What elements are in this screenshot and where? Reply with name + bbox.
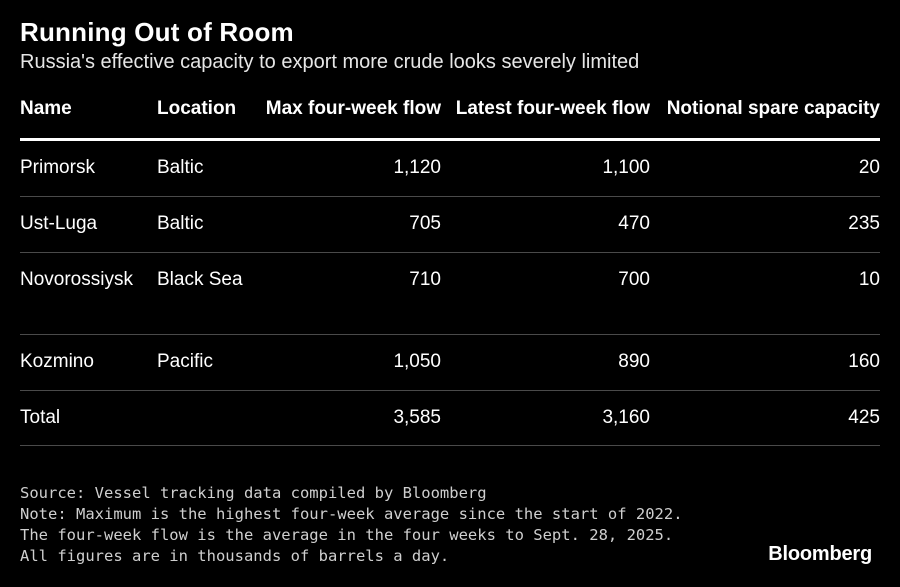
cell-name: Kozmino — [20, 334, 157, 391]
column-header-latest-flow: Latest four-week flow — [441, 96, 650, 141]
cell-max-flow: 3,585 — [257, 390, 441, 446]
cell-location: Pacific — [157, 334, 257, 391]
chart-title: Running Out of Room — [20, 17, 294, 47]
table-row: Kozmino Pacific 1,050 890 160 — [20, 334, 880, 391]
bloomberg-logo: Bloomberg — [768, 543, 872, 565]
cell-location: Baltic — [157, 139, 257, 197]
cell-name: Novorossiysk — [20, 252, 157, 335]
cell-spare-capacity: 20 — [650, 139, 880, 197]
cell-max-flow: 1,120 — [257, 139, 441, 197]
cell-name: Ust-Luga — [20, 196, 157, 253]
cell-latest-flow: 3,160 — [441, 390, 650, 446]
cell-name: Total — [20, 390, 157, 446]
cell-spare-capacity: 160 — [650, 334, 880, 391]
cell-spare-capacity: 235 — [650, 196, 880, 253]
cell-location: Baltic — [157, 196, 257, 253]
chart-subtitle: Russia's effective capacity to export mo… — [20, 51, 640, 73]
table-row: Primorsk Baltic 1,120 1,100 20 — [20, 139, 880, 197]
cell-latest-flow: 1,100 — [441, 139, 650, 197]
table-row: Novorossiysk Black Sea 710 700 10 — [20, 252, 880, 335]
cell-spare-capacity: 10 — [650, 252, 880, 335]
cell-max-flow: 710 — [257, 252, 441, 335]
cell-spare-capacity: 425 — [650, 390, 880, 446]
methodology-note: Note: Maximum is the highest four-week a… — [20, 505, 683, 565]
column-header-spare-capacity: Notional spare capacity — [650, 96, 880, 141]
cell-max-flow: 705 — [257, 196, 441, 253]
source-note: Source: Vessel tracking data compiled by… — [20, 484, 487, 502]
column-header-max-flow: Max four-week flow — [257, 96, 441, 141]
cell-max-flow: 1,050 — [257, 334, 441, 391]
table-header-row: Name Location Max four-week flow Latest … — [20, 96, 880, 141]
column-header-name: Name — [20, 96, 157, 141]
chart-footer: Source: Vessel tracking data compiled by… — [20, 483, 710, 567]
cell-latest-flow: 890 — [441, 334, 650, 391]
cell-latest-flow: 700 — [441, 252, 650, 335]
cell-latest-flow: 470 — [441, 196, 650, 253]
cell-location — [157, 390, 257, 446]
column-header-location: Location — [157, 96, 257, 141]
cell-name: Primorsk — [20, 139, 157, 197]
table-row: Ust-Luga Baltic 705 470 235 — [20, 196, 880, 253]
cell-location: Black Sea — [157, 252, 257, 335]
ports-table: Name Location Max four-week flow Latest … — [20, 96, 880, 446]
table-row-total: Total 3,585 3,160 425 — [20, 390, 880, 446]
